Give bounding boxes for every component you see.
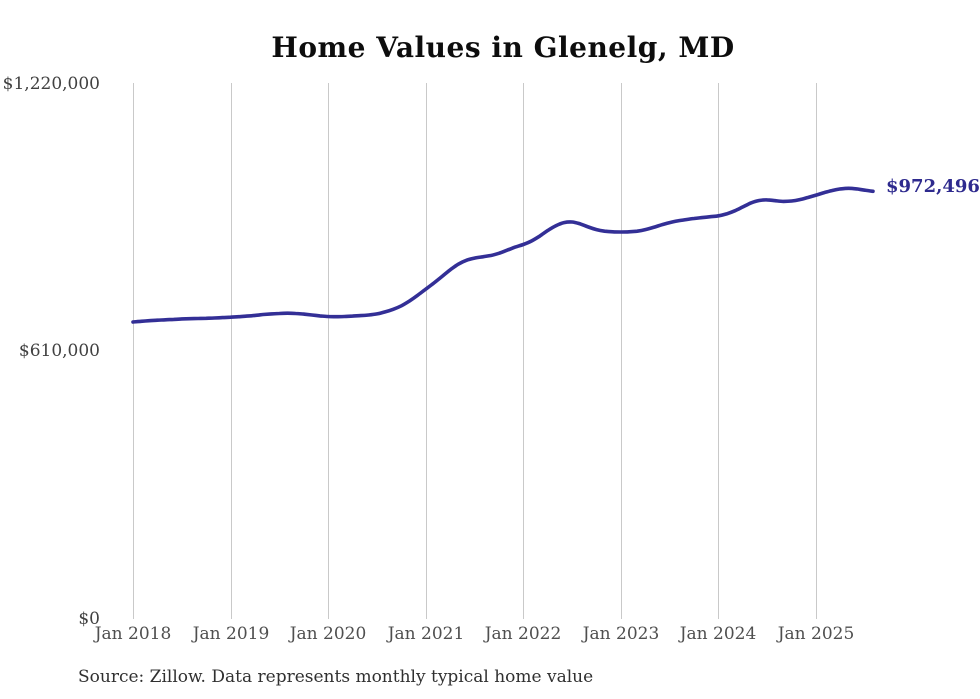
gridline-jan-2022	[523, 83, 524, 619]
x-tick-label-2018: Jan 2018	[94, 624, 172, 644]
x-tick-label-2023: Jan 2023	[582, 624, 660, 644]
gridline-jan-2025	[816, 83, 817, 619]
gridline-jan-2023	[621, 83, 622, 619]
x-tick-label-2021: Jan 2021	[387, 624, 465, 644]
gridline-jan-2020	[328, 83, 329, 619]
gridline-jan-2019	[231, 83, 232, 619]
x-tick-label-2024: Jan 2024	[679, 624, 757, 644]
x-tick-label-2020: Jan 2020	[289, 624, 367, 644]
x-tick-label-2025: Jan 2025	[777, 624, 855, 644]
y-tick-label-zero: $0	[78, 609, 100, 629]
home-value-line	[131, 186, 875, 324]
x-tick-label-2019: Jan 2019	[192, 624, 270, 644]
y-tick-label-max: $1,220,000	[2, 74, 100, 94]
chart-title: Home Values in Glenelg, MD	[271, 31, 735, 64]
y-tick-label-mid: $610,000	[18, 341, 100, 361]
gridline-jan-2021	[426, 83, 427, 619]
source-note: Source: Zillow. Data represents monthly …	[78, 667, 594, 687]
gridline-jan-2024	[718, 83, 719, 619]
gridline-jan-2018	[133, 83, 134, 619]
x-tick-label-2022: Jan 2022	[484, 624, 562, 644]
latest-value-label: $972,496	[886, 176, 980, 197]
